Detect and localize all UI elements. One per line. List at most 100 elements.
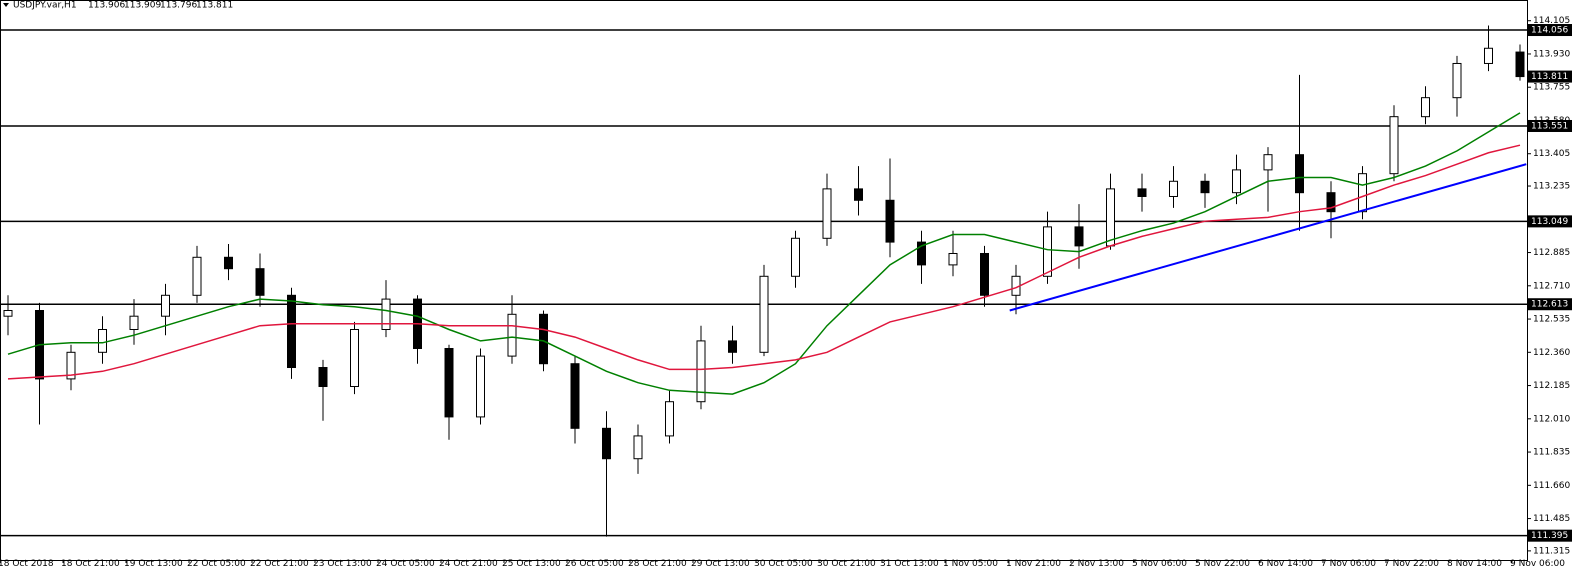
candle-body: [444, 348, 454, 418]
level-label: 111.395: [1531, 531, 1568, 541]
level-box: [1528, 529, 1572, 542]
x-tick-label: 22 Oct 21:00: [250, 559, 309, 568]
x-tick-label: 25 Oct 13:00: [502, 559, 561, 568]
candle-body: [287, 294, 296, 369]
header-price: 113.796: [160, 1, 197, 11]
symbol: USDJPY.var,H1: [13, 1, 77, 11]
candle-body: [98, 329, 107, 353]
x-tick-label: 7 Nov 06:00: [1321, 559, 1376, 568]
y-tick-label: 114.105: [1533, 16, 1570, 26]
header-price: 113.906: [88, 1, 125, 11]
candle-body: [854, 188, 863, 201]
candle-body: [885, 199, 895, 243]
y-tick-label: 112.010: [1533, 414, 1570, 424]
candle-body: [507, 313, 517, 357]
level-box: [1528, 215, 1572, 228]
candle-body: [602, 427, 611, 460]
trend-line: [1009, 163, 1527, 312]
candle-body: [350, 329, 359, 388]
level-label: 113.049: [1531, 217, 1568, 227]
x-tick-label: 18 Oct 2018: [0, 559, 54, 568]
header-price: 113.811: [196, 1, 233, 11]
candle-body: [1263, 154, 1273, 171]
candle-body: [66, 351, 76, 380]
x-tick-label: 5 Nov 22:00: [1195, 559, 1250, 568]
y-tick-label: 111.485: [1533, 514, 1570, 524]
y-tick-label: 111.660: [1533, 481, 1570, 491]
candle-body: [1421, 97, 1430, 118]
candle-body: [1515, 51, 1525, 78]
x-tick-label: 5 Nov 06:00: [1132, 559, 1187, 568]
candle-body: [1043, 226, 1052, 277]
y-tick-label: 112.885: [1533, 248, 1570, 258]
candle-body: [161, 294, 170, 317]
candle-body: [980, 252, 989, 296]
x-tick-label: 7 Nov 22:00: [1384, 559, 1439, 568]
level-box: [1528, 298, 1572, 311]
x-tick-label: 1 Nov 05:00: [943, 559, 998, 568]
y-tick-label: 111.315: [1533, 546, 1570, 556]
x-tick-label: 24 Oct 21:00: [439, 559, 498, 568]
candle-body: [1326, 192, 1336, 213]
candle-body: [1137, 188, 1147, 197]
x-tick-label: 26 Oct 05:00: [565, 559, 624, 568]
candle-body: [1106, 188, 1115, 247]
y-tick-label: 113.930: [1533, 49, 1570, 59]
candle-body: [728, 340, 737, 353]
y-tick-label: 113.405: [1533, 149, 1570, 159]
candle-body: [696, 340, 706, 403]
y-tick-label: 111.835: [1533, 448, 1570, 458]
candle-body: [1074, 226, 1084, 247]
candle-body: [791, 237, 800, 277]
y-tick-label: 112.185: [1533, 381, 1570, 391]
x-tick-label: 22 Oct 05:00: [187, 559, 246, 568]
candle-body: [570, 363, 580, 429]
level-label: 114.056: [1531, 26, 1568, 36]
x-tick-label: 30 Oct 05:00: [754, 559, 813, 568]
y-tick-label: 112.535: [1533, 315, 1570, 325]
candle-body: [1232, 169, 1241, 194]
candle-body: [3, 309, 13, 317]
candle-body: [1389, 116, 1399, 175]
x-tick-label: 1 Nov 21:00: [1006, 559, 1061, 568]
current-price-box: [1528, 70, 1572, 83]
candle-body: [1169, 180, 1178, 197]
level-label: 112.613: [1531, 300, 1568, 310]
candle-body: [381, 298, 391, 331]
candle-body: [255, 268, 265, 296]
candle-body: [1295, 154, 1304, 194]
level-box: [1528, 119, 1572, 132]
candle-body: [822, 188, 832, 239]
x-tick-label: 31 Oct 13:00: [880, 559, 939, 568]
candle-body: [224, 256, 233, 270]
x-tick-label: 30 Oct 21:00: [817, 559, 876, 568]
x-tick-label: 29 Oct 13:00: [691, 559, 750, 568]
y-tick-label: 112.710: [1533, 281, 1570, 291]
candle-body: [633, 435, 643, 460]
x-tick-label: 28 Oct 21:00: [628, 559, 687, 568]
plot-frame: [0, 0, 1528, 561]
menu-arrow: [3, 3, 9, 7]
moving-average: [7, 112, 1521, 395]
x-tick-label: 23 Oct 13:00: [313, 559, 372, 568]
candle-body: [948, 252, 958, 266]
candle-body: [476, 355, 485, 418]
candle-body: [192, 256, 202, 296]
moving-average: [7, 144, 1521, 380]
y-tick-label: 112.360: [1533, 348, 1570, 358]
x-tick-label: 18 Oct 21:00: [61, 559, 120, 568]
x-tick-label: 19 Oct 13:00: [124, 559, 183, 568]
current-price-label: 113.811: [1531, 72, 1568, 82]
candle-body: [1484, 47, 1493, 64]
y-tick-label: 113.235: [1533, 182, 1570, 192]
candle-body: [1200, 180, 1210, 194]
y-tick-label: 113.755: [1533, 83, 1570, 93]
x-tick-label: 8 Nov 14:00: [1447, 559, 1502, 568]
candle-body: [917, 241, 926, 266]
candle-body: [759, 275, 769, 353]
x-tick-label: 9 Nov 06:00: [1510, 559, 1565, 568]
candle-body: [665, 401, 674, 437]
candle-body: [539, 313, 548, 365]
candle-body: [1358, 173, 1367, 213]
